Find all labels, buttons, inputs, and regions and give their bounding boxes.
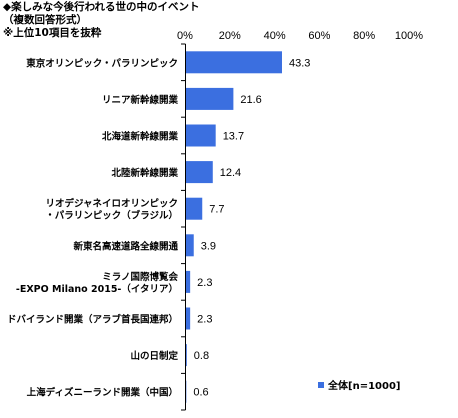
legend: 全体[n=1000] <box>318 379 400 392</box>
data-label: 0.8 <box>194 350 209 362</box>
chart-subtitle: （複数回答形式） <box>3 14 87 26</box>
x-tick-label: 0% <box>177 30 193 42</box>
category-label: -EXPO Milano 2015-（イタリア） <box>16 283 178 295</box>
category-label: ドバイランド開業（アラブ首長国連邦） <box>7 314 178 326</box>
data-label: 3.9 <box>201 240 216 252</box>
category-label: 東京オリンピック・パラリンピック <box>25 57 178 69</box>
data-label: 43.3 <box>289 57 310 69</box>
bar <box>186 270 191 293</box>
x-tick-label: 80% <box>353 30 375 42</box>
x-tick-label: 40% <box>264 30 286 42</box>
data-label: 0.6 <box>193 387 208 399</box>
legend-swatch <box>318 382 324 388</box>
category-label: ミラノ国際博覧会 <box>102 271 178 283</box>
bar <box>186 344 187 367</box>
legend-label: 全体[n=1000] <box>327 379 400 392</box>
category-label: 新東名高速道路全線開通 <box>73 240 178 252</box>
chart-note: ※上位10項目を抜粋 <box>3 27 102 39</box>
category-label: 山の日制定 <box>130 350 178 362</box>
x-tick-label: 20% <box>219 30 241 42</box>
bar <box>186 87 234 110</box>
bar <box>186 197 203 220</box>
data-label: 13.7 <box>223 131 244 143</box>
bar <box>186 307 191 330</box>
x-tick-label: 60% <box>308 30 330 42</box>
bar <box>186 51 282 74</box>
category-label: リオデジャネイロオリンピック <box>45 198 178 210</box>
bars-layer: 43.3 21.6 13.7 12.4 7.7 3.9 2.3 2.3 0.8 0.6 <box>186 51 310 403</box>
data-label: 2.3 <box>197 314 212 326</box>
bar <box>186 124 216 147</box>
bar <box>186 234 194 257</box>
axis-layer: 0% 20% 40% 60% 80% 100% 東京オリンピック・パラリンピックリニア新幹線… <box>7 30 423 411</box>
x-tick-label: 100% <box>395 30 423 42</box>
category-label: 上海ディズニーランド開業（中国） <box>27 387 178 399</box>
data-label: 7.7 <box>209 204 224 216</box>
data-label: 2.3 <box>197 277 212 289</box>
bar <box>186 161 213 184</box>
category-label: 北海道新幹線開業 <box>102 131 179 143</box>
category-label: リニア新幹線開業 <box>102 94 179 106</box>
category-label: 北陸新幹線開業 <box>111 167 178 179</box>
chart-header: ◆楽しみな今後行われる世の中のイベント （複数回答形式） ※上位10項目を抜粋 <box>3 1 200 40</box>
category-label: ・パラリンピック（ブラジル） <box>45 210 178 222</box>
data-label: 21.6 <box>240 94 261 106</box>
chart-title: ◆楽しみな今後行われる世の中のイベント <box>3 1 200 13</box>
data-label: 12.4 <box>220 167 241 179</box>
